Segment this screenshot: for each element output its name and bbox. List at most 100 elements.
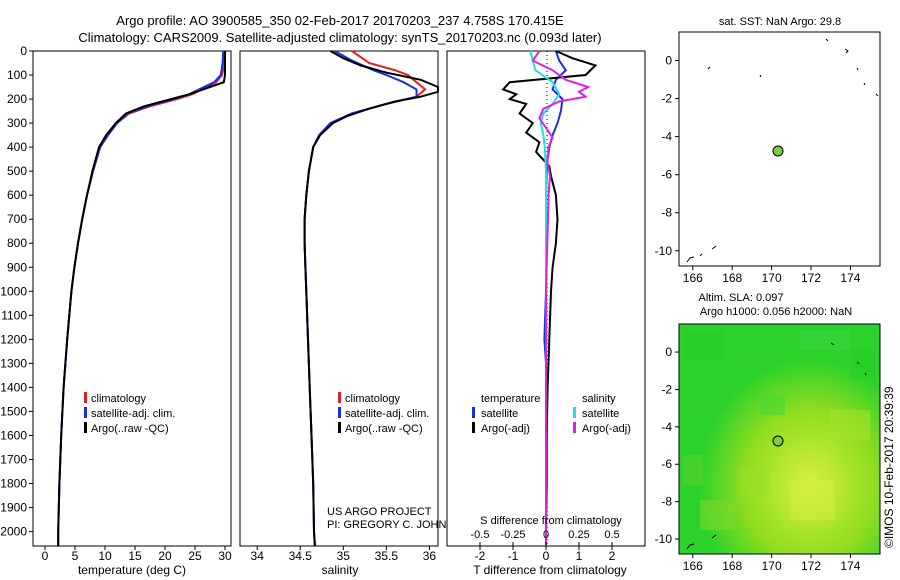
- lon-tick-label: 170: [762, 271, 782, 285]
- salinity-x-axis: 34 34.5 35 35.5 36: [251, 546, 436, 563]
- legend-label-s-satellite: satellite: [582, 408, 619, 420]
- depth-tick-label: 1000: [0, 284, 27, 298]
- sla-patch: [830, 410, 870, 440]
- depth-tick-label: 2000: [0, 525, 27, 539]
- sla-map-subtitle: Argo h1000: 0.056 h2000: NaN: [700, 306, 852, 318]
- x-tick-label: 35: [337, 549, 351, 563]
- sla-map-title: Altim. SLA: 0.097: [699, 292, 784, 304]
- x-tick-label: 30: [218, 549, 232, 563]
- pi-credit: PI: GREGORY C. JOHNSON: [327, 519, 470, 531]
- legend-swatch-satellite: [84, 407, 87, 418]
- x-tick-label: 0: [543, 549, 550, 563]
- x-tick-label: -2: [475, 549, 486, 563]
- legend-label-argo: Argo(..raw -QC): [345, 423, 423, 435]
- sla-patch: [850, 350, 875, 380]
- temperature-xlabel: temperature (deg C): [78, 563, 186, 577]
- legend-label-argo: Argo(..raw -QC): [91, 423, 169, 435]
- salinity-plot-frame: [239, 50, 439, 547]
- depth-tick-label: 900: [7, 260, 27, 274]
- salinity-legend: climatology satellite-adj. clim. Argo(..…: [338, 392, 429, 435]
- s-diff-tick-label: 0: [543, 529, 549, 541]
- depth-tick-label: 300: [7, 116, 27, 130]
- lat-tick-label: -2: [661, 92, 672, 106]
- lat-tick-label: -4: [661, 130, 672, 144]
- temperature-plot-frame: [32, 50, 232, 547]
- legend-label-t-satellite: satellite: [481, 408, 518, 420]
- sst-map-coastline: [686, 38, 879, 263]
- sla-patch: [760, 395, 785, 415]
- x-tick-label: 34: [251, 549, 265, 563]
- lat-tick-label: -8: [661, 206, 672, 220]
- sla-patch: [740, 470, 770, 495]
- legend-swatch-t-argo: [472, 422, 475, 433]
- lat-tick-label: 0: [665, 345, 672, 359]
- legend-label-s-argo: Argo(-adj): [582, 423, 631, 435]
- lat-tick-label: -6: [661, 168, 672, 182]
- temperature-x-axis: 0 5 10 15 20 25 30: [42, 546, 232, 563]
- x-tick-label: 35.5: [375, 549, 399, 563]
- legend-salinity-title: salinity: [582, 393, 616, 405]
- depth-tick-label: 500: [7, 164, 27, 178]
- sst-map-title: sat. SST: NaN Argo: 29.8: [719, 16, 841, 28]
- temperature-legend: climatology satellite-adj. clim. Argo(..…: [84, 392, 175, 435]
- sla-map-panel: Altim. SLA: 0.097 Argo h1000: 0.056 h200…: [655, 292, 881, 573]
- imos-timestamp: ©IMOS 10-Feb-2017 20:39:39: [882, 386, 896, 548]
- project-credit: US ARGO PROJECT: [327, 506, 432, 518]
- legend-swatch-climatology: [338, 392, 341, 403]
- s-difference-label: S difference from climatology: [480, 515, 622, 527]
- x-tick-label: 15: [128, 549, 142, 563]
- depth-tick-label: 0: [20, 44, 27, 58]
- sla-patch: [800, 330, 850, 350]
- sla-patch: [683, 455, 703, 485]
- lat-tick-label: -6: [661, 457, 672, 471]
- x-tick-label: 2: [609, 549, 616, 563]
- legend-label-climatology: climatology: [91, 393, 147, 405]
- lat-tick-label: -10: [655, 532, 673, 546]
- header-line2: Climatology: CARS2009. Satellite-adjuste…: [78, 30, 601, 45]
- depth-tick-label: 800: [7, 236, 27, 250]
- lon-tick-label: 170: [762, 559, 782, 573]
- depth-tick-label: 1700: [0, 452, 27, 466]
- legend-label-climatology: climatology: [345, 393, 401, 405]
- difference-panel: -2 -1 0 1 2 -0.5 -0.25 0 0.25 0.5 temperature sal…: [446, 50, 646, 577]
- argo-float-marker: [772, 435, 784, 447]
- legend-swatch-t-satellite: [472, 407, 475, 418]
- lat-tick-label: -10: [655, 244, 673, 258]
- depth-tick-label: 1200: [0, 332, 27, 346]
- depth-tick-label: 600: [7, 188, 27, 202]
- sla-map-y-axis: 0 -2 -4 -6 -8 -10: [655, 345, 679, 546]
- x-tick-label: 1: [576, 549, 583, 563]
- difference-series: [501, 50, 598, 546]
- legend-swatch-s-satellite: [573, 407, 576, 418]
- temperature-series: [57, 50, 226, 546]
- lat-tick-label: 0: [665, 54, 672, 68]
- sst-map-panel: sat. SST: NaN Argo: 29.8 0 -2 -4 -6 -8 -10 16…: [655, 16, 881, 285]
- salinity-panel: 34 34.5 35 35.5 36 salinity climatology sate…: [239, 50, 470, 577]
- depth-tick-label: 700: [7, 212, 27, 226]
- depth-tick-label: 400: [7, 140, 27, 154]
- x-tick-label: 5: [72, 549, 79, 563]
- sla-patch: [700, 500, 735, 530]
- lon-tick-label: 172: [801, 271, 821, 285]
- x-tick-label: 10: [98, 549, 112, 563]
- sla-field-patches: [683, 330, 875, 530]
- sst-map-y-axis: 0 -2 -4 -6 -8 -10: [655, 54, 679, 258]
- x-tick-label: 0: [42, 549, 49, 563]
- legend-swatch-climatology: [84, 392, 87, 403]
- depth-tick-label: 100: [7, 68, 27, 82]
- s-diff-tick-label: -0.25: [500, 529, 525, 541]
- lon-tick-label: 168: [722, 271, 742, 285]
- x-tick-label: 25: [188, 549, 202, 563]
- sst-map-x-axis: 166 168 170 172 174: [683, 266, 861, 285]
- argo-float-marker: [772, 145, 784, 157]
- salinity-series: [303, 50, 439, 547]
- depth-tick-label: 1300: [0, 356, 27, 370]
- t-difference-label: T difference from climatology: [473, 563, 627, 577]
- sla-map-coastline: [686, 342, 867, 550]
- depth-tick-label: 1500: [0, 404, 27, 418]
- series-line-argo-raw-qc-: [57, 51, 226, 546]
- legend-label-satellite: satellite-adj. clim.: [345, 408, 429, 420]
- difference-legend: temperature salinity satellite Argo(-adj…: [472, 393, 631, 435]
- legend-temperature-title: temperature: [481, 393, 540, 405]
